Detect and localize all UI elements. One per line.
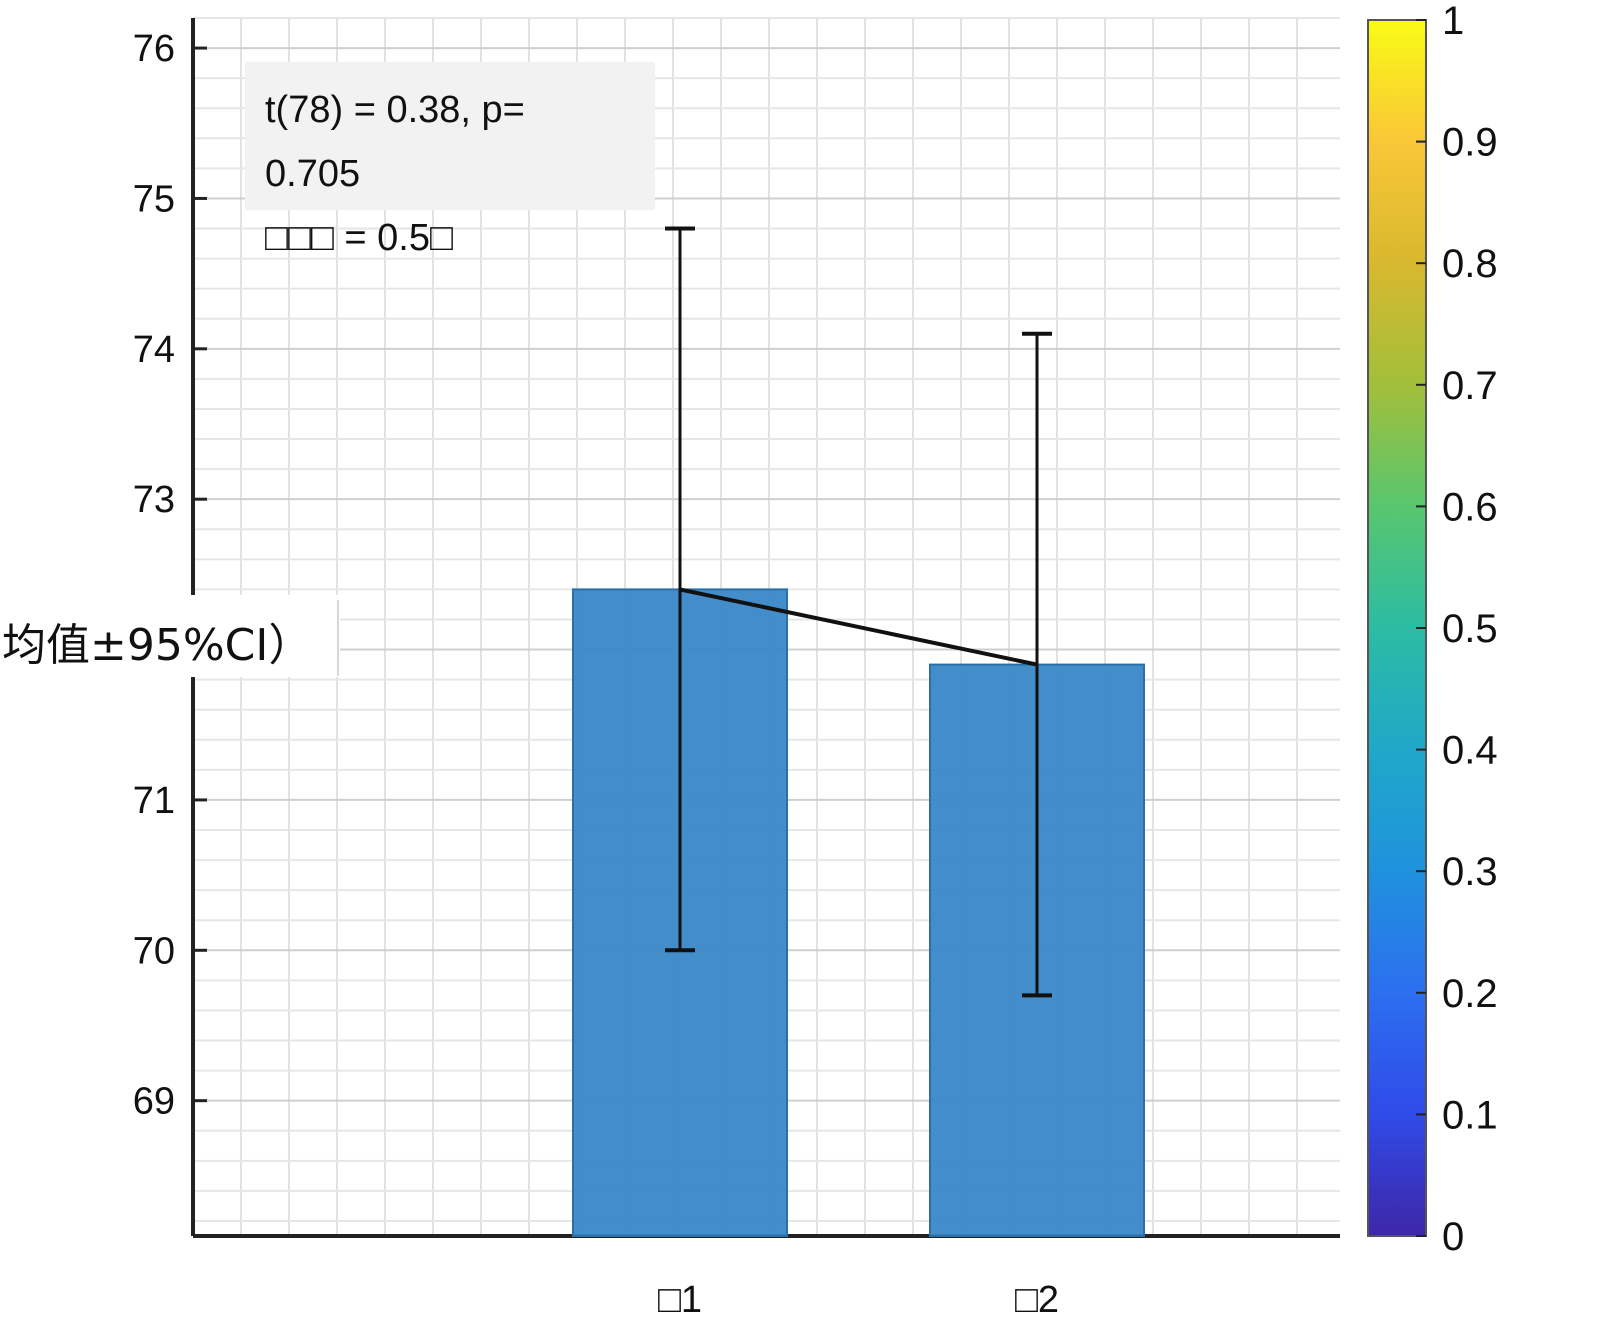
colorbar-tick-label: 0 <box>1442 1215 1464 1259</box>
y-axis-label: 均值±95%CI） <box>2 620 312 671</box>
annotation-line-2: 0.705 <box>265 153 360 195</box>
colorbar-tick-label: 0.2 <box>1442 972 1498 1016</box>
colorbar: 0 0.1 0.2 0.3 0.4 0.5 0.6 0.7 0.8 0.9 1 <box>1367 0 1498 1259</box>
bars <box>572 588 1145 1237</box>
x-tick-label: □2 <box>1015 1279 1059 1321</box>
colorbar-tick-label: 0.6 <box>1442 485 1498 529</box>
y-tick-label: 75 <box>133 178 175 220</box>
y-tick-label: 70 <box>133 930 175 972</box>
y-label-background <box>0 595 340 677</box>
y-tick-label: 76 <box>133 28 175 70</box>
annotation-line-1: t(78) = 0.38, p= <box>265 89 525 131</box>
colorbar-tick-label: 0.1 <box>1442 1093 1498 1137</box>
stats-annotation: t(78) = 0.38, p= 0.705 □□□ = 0.5□ <box>245 62 655 259</box>
x-axis-ticks: □1 □2 <box>658 1279 1059 1321</box>
y-tick-label: 71 <box>133 780 175 822</box>
colorbar-tick-label: 0.4 <box>1442 729 1498 773</box>
annotation-line-3: □□□ = 0.5□ <box>265 217 453 259</box>
colorbar-tick-label: 0.3 <box>1442 850 1498 894</box>
y-tick-label: 74 <box>133 329 175 371</box>
y-tick-label: 73 <box>133 479 175 521</box>
x-tick-label: □1 <box>658 1279 702 1321</box>
y-tick-label: 69 <box>133 1081 175 1123</box>
annotation-box <box>245 62 655 210</box>
colorbar-tick-label: 0.9 <box>1442 121 1498 165</box>
colorbar-tick-label: 0.5 <box>1442 607 1498 651</box>
mean-connector <box>679 587 1038 667</box>
y-axis-ticks: 69 70 71 73 74 75 76 <box>133 28 207 1123</box>
colorbar-tick-label: 1 <box>1442 0 1464 43</box>
colorbar-tick-label: 0.8 <box>1442 242 1498 286</box>
mean-connector-line <box>679 587 1038 667</box>
colorbar-tick-label: 0.7 <box>1442 364 1498 408</box>
y-axis-label-group: 均值±95%CI） <box>0 595 340 677</box>
